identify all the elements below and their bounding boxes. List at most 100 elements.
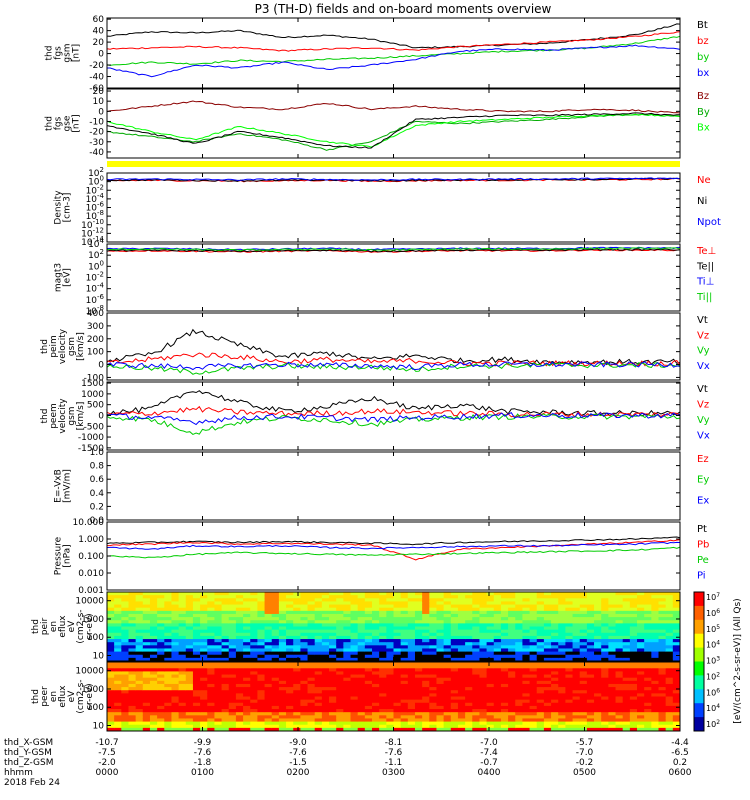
spectrogram-cell bbox=[443, 626, 452, 631]
spectrogram-cell bbox=[450, 632, 459, 637]
spectrogram-cell bbox=[529, 665, 538, 669]
spectrogram-cell bbox=[185, 674, 194, 679]
spectrogram-cell bbox=[121, 674, 129, 679]
spectrogram-cell bbox=[658, 690, 667, 694]
spectrogram-cell bbox=[364, 645, 373, 649]
spectrogram-cell bbox=[171, 665, 180, 669]
spectrogram-cell bbox=[608, 657, 617, 662]
spectrogram-cell bbox=[243, 642, 251, 646]
spectrogram-cell bbox=[629, 715, 638, 719]
spectrogram-cell bbox=[207, 595, 215, 599]
spectrogram-cell bbox=[665, 642, 674, 646]
spectrogram-cell bbox=[350, 668, 359, 672]
spectrogram-cell bbox=[450, 702, 459, 707]
spectrogram-cell bbox=[594, 623, 602, 627]
spectrogram-cell bbox=[629, 683, 638, 688]
spectrogram-cell bbox=[429, 718, 437, 723]
spectrogram-cell bbox=[228, 727, 237, 732]
spectrogram-cell bbox=[579, 674, 588, 679]
spectrogram-cell bbox=[314, 693, 323, 697]
spectrogram-cell bbox=[629, 592, 638, 596]
spectrogram-cell bbox=[586, 699, 595, 704]
spectrogram-cell bbox=[278, 632, 287, 637]
y-axis-label-line: sr-eV) bbox=[85, 683, 95, 709]
spectrogram-cell bbox=[615, 662, 624, 666]
spectrogram-cell bbox=[601, 645, 609, 649]
spectrogram-cell bbox=[515, 718, 523, 723]
spectrogram-cell bbox=[637, 699, 645, 704]
spectrogram-cell bbox=[422, 626, 430, 631]
spectrogram-cell bbox=[336, 715, 344, 719]
spectrogram-cell bbox=[271, 613, 280, 618]
spectrogram-cell bbox=[149, 727, 158, 732]
x-axis-date: 2018 Feb 24 bbox=[4, 778, 60, 788]
spectrogram-cell bbox=[329, 677, 337, 682]
spectrogram-cell bbox=[164, 607, 172, 612]
spectrogram-cell bbox=[149, 683, 158, 688]
panel-3: NeNiNpot10210010-210-410-610-810-1010-12… bbox=[54, 166, 721, 248]
spectrogram-cell bbox=[343, 626, 352, 631]
spectrogram-cell bbox=[457, 674, 466, 679]
spectrogram-cell bbox=[665, 693, 674, 697]
series-line-Pb bbox=[107, 539, 681, 561]
spectrogram-cell bbox=[414, 629, 423, 634]
spectrogram-cell bbox=[543, 680, 552, 685]
spectrogram-cell bbox=[286, 592, 294, 596]
spectrogram-cell bbox=[250, 598, 258, 602]
spectrogram-cell bbox=[149, 651, 158, 656]
y-axis-label: thd peem velocity gsm [km/s] bbox=[40, 398, 86, 434]
spectrogram-cell bbox=[164, 677, 172, 682]
spectrogram-cell bbox=[572, 662, 581, 666]
spectrogram-cell bbox=[379, 598, 387, 602]
spectrogram-cell bbox=[164, 654, 172, 659]
spectrogram-cell bbox=[500, 671, 509, 676]
spectrogram-cell bbox=[157, 648, 165, 653]
spectrogram-cell bbox=[651, 607, 660, 612]
spectrogram-cell bbox=[321, 721, 330, 726]
spectrogram-cell bbox=[307, 699, 316, 704]
spectrogram-cell bbox=[644, 662, 652, 666]
spectrogram-cell bbox=[601, 598, 609, 602]
spectrogram-cell bbox=[443, 617, 452, 621]
spectrogram-cell bbox=[114, 604, 122, 609]
spectrogram-cell bbox=[207, 648, 215, 653]
spectrogram-cell bbox=[586, 690, 595, 694]
spectrogram-cell bbox=[149, 712, 158, 716]
spectrogram-cell bbox=[522, 724, 531, 729]
spectrogram-cell bbox=[250, 718, 258, 723]
spectrogram-cell bbox=[149, 639, 158, 643]
spectrogram-cell bbox=[357, 693, 366, 697]
spectrogram-cell bbox=[608, 604, 617, 609]
spectrogram-cell bbox=[594, 595, 602, 599]
spectrogram-cell bbox=[228, 635, 237, 640]
spectrogram-cell bbox=[200, 705, 208, 710]
spectrogram-cell bbox=[121, 601, 129, 606]
spectrogram-cell bbox=[364, 620, 373, 624]
spectrogram-cell bbox=[135, 709, 144, 713]
spectrogram-cell bbox=[185, 665, 194, 669]
spectrogram-cell bbox=[293, 693, 301, 697]
y-tick-label: 100 bbox=[87, 703, 104, 713]
spectrogram-cell bbox=[479, 727, 488, 732]
spectrogram-cell bbox=[651, 705, 660, 710]
spectrogram-cell bbox=[171, 657, 180, 662]
x-axis-value: -7.0 bbox=[576, 748, 594, 758]
spectrogram-cell bbox=[293, 727, 301, 732]
spectrogram-cell bbox=[601, 696, 609, 701]
spectrogram-cell bbox=[543, 617, 552, 621]
spectrogram-cell bbox=[307, 662, 316, 666]
legend-entry: Vy bbox=[697, 415, 710, 426]
spectrogram-cell bbox=[479, 657, 488, 662]
spectrogram-cell bbox=[185, 715, 194, 719]
spectrogram-cell bbox=[271, 680, 280, 685]
spectrogram-cell bbox=[457, 677, 466, 682]
spectrogram-cell bbox=[107, 642, 115, 646]
spectrogram-cell bbox=[472, 617, 480, 621]
spectrogram-cell bbox=[601, 677, 609, 682]
spectrogram-cell bbox=[271, 604, 280, 609]
spectrogram-cell bbox=[508, 595, 516, 599]
spectrogram-cell bbox=[407, 699, 416, 704]
spectrogram-cell bbox=[572, 683, 581, 688]
spectrogram-cell bbox=[522, 632, 531, 637]
spectrogram-cell bbox=[121, 642, 129, 646]
